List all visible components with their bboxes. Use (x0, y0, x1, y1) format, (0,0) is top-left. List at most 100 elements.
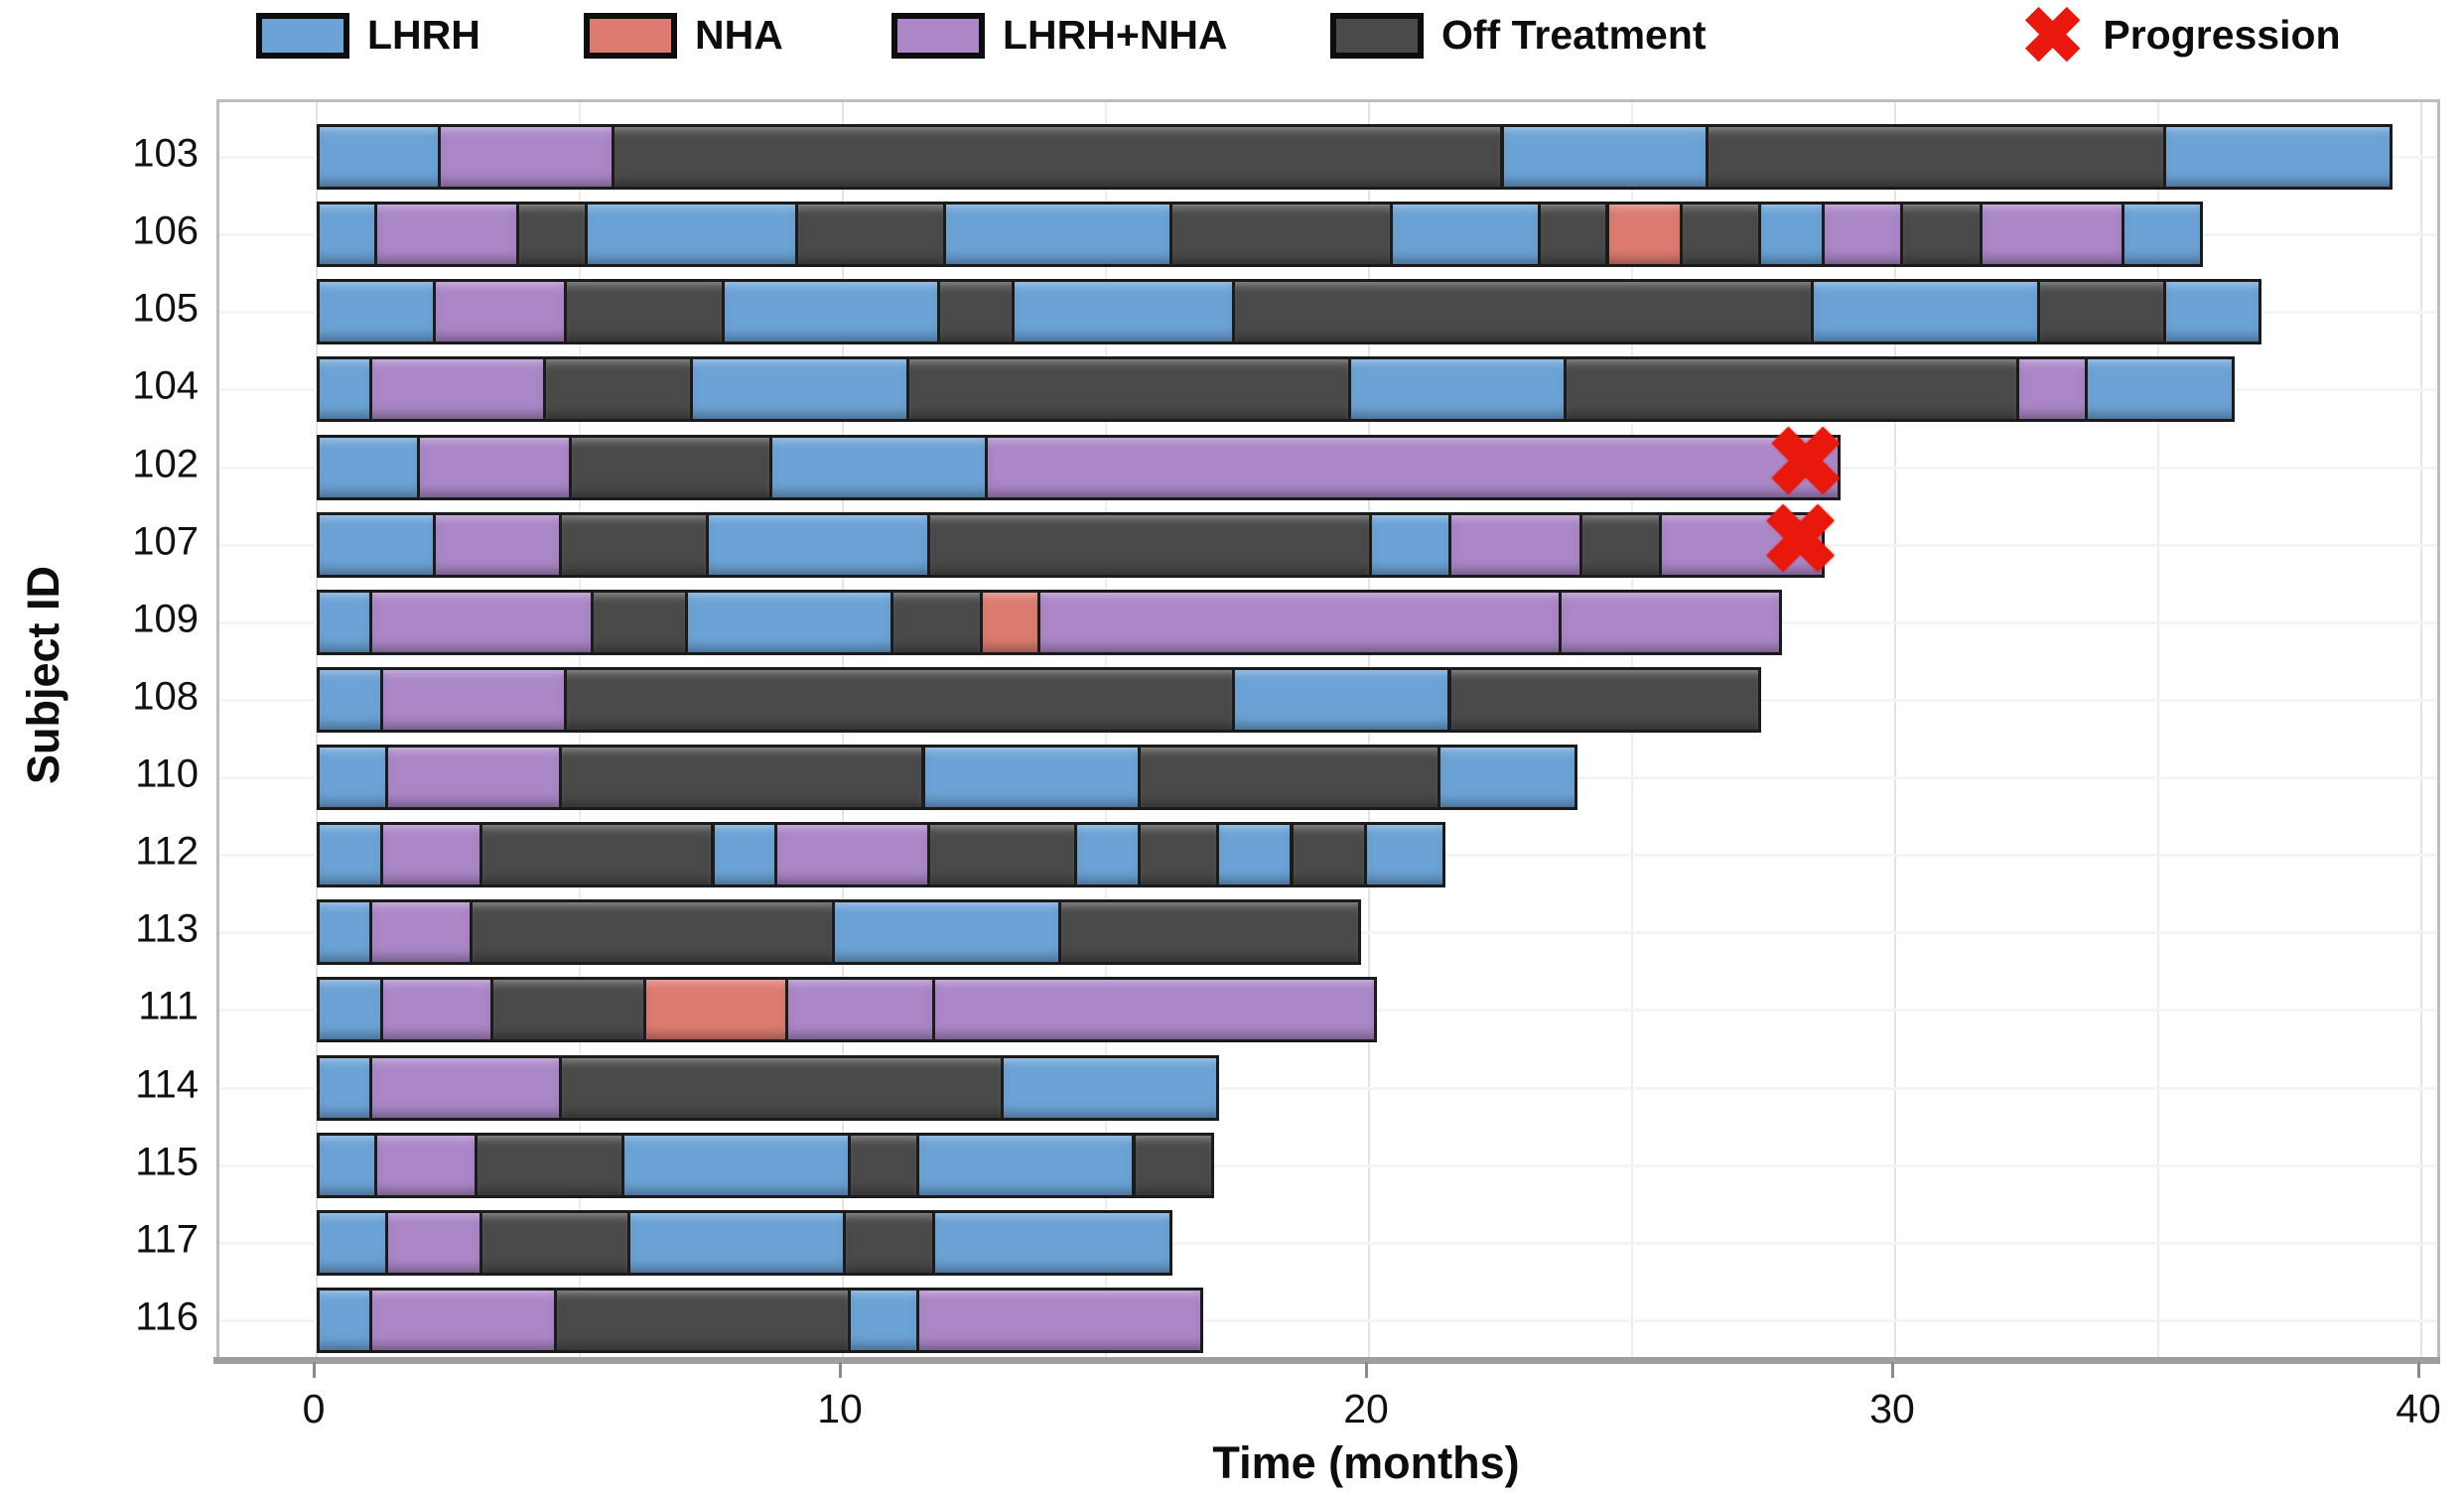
gridline-horizontal (219, 1318, 2437, 1322)
treatment-segment-lhrh (317, 124, 441, 190)
treatment-segment-lhrh-nha (369, 1054, 562, 1121)
subject-id-label: 103 (132, 131, 199, 176)
treatment-segment-lhrh (626, 1209, 846, 1276)
treatment-segment-lhrh-nha (1558, 589, 1783, 655)
treatment-segment-off-treatment (558, 745, 925, 811)
treatment-segment-lhrh (317, 745, 388, 811)
treatment-segment-off-treatment (569, 434, 772, 500)
legend-item-off-treatment: Off Treatment (1330, 12, 1707, 59)
treatment-segment-lhrh (921, 745, 1141, 811)
treatment-segment-lhrh-nha (784, 977, 936, 1043)
treatment-segment-off-treatment (558, 511, 710, 578)
treatment-segment-off-treatment (1706, 124, 2167, 190)
treatment-segment-lhrh (1437, 745, 1577, 811)
legend-swatch-icon (256, 12, 349, 59)
subject-id-label: 112 (135, 829, 199, 874)
treatment-segment-lhrh (317, 511, 436, 578)
treatment-segment-lhrh-nha (1447, 511, 1582, 578)
treatment-segment-off-treatment (475, 1132, 625, 1198)
treatment-segment-off-treatment (1900, 202, 1983, 268)
treatment-segment-nha (642, 977, 788, 1043)
treatment-segment-lhrh (848, 1287, 920, 1353)
treatment-segment-lhrh-nha (369, 899, 473, 966)
treatment-segment-lhrh (2163, 124, 2394, 190)
legend-item-progression: ✖ Progression (2020, 0, 2341, 74)
treatment-segment-lhrh-nha (1821, 202, 1904, 268)
treatment-segment-off-treatment (1579, 511, 1662, 578)
treatment-segment-lhrh (1363, 822, 1446, 888)
treatment-segment-lhrh (317, 1209, 388, 1276)
treatment-segment-lhrh-nha (432, 279, 568, 345)
treatment-segment-lhrh (317, 202, 378, 268)
treatment-segment-lhrh-nha (374, 1132, 478, 1198)
treatment-segment-off-treatment (1137, 822, 1220, 888)
treatment-segment-lhrh (317, 589, 372, 655)
subject-id-label: 117 (135, 1217, 199, 1262)
treatment-segment-lhrh (317, 822, 383, 888)
legend-swatch-icon (584, 12, 677, 59)
treatment-segment-lhrh (1232, 666, 1451, 733)
treatment-segment-off-treatment (479, 1209, 630, 1276)
treatment-segment-off-treatment (1058, 899, 1362, 966)
treatment-segment-lhrh-nha (379, 977, 493, 1043)
treatment-segment-lhrh (690, 356, 909, 423)
treatment-segment-lhrh (317, 1132, 378, 1198)
treatment-segment-nha (979, 589, 1041, 655)
treatment-segment-lhrh (317, 899, 372, 966)
treatment-segment-lhrh (317, 977, 383, 1043)
gridline-vertical (2157, 102, 2159, 1357)
treatment-segment-lhrh (1216, 822, 1294, 888)
subject-id-label: 104 (132, 363, 199, 408)
treatment-segment-lhrh-nha (379, 666, 568, 733)
subject-id-label: 108 (132, 674, 199, 719)
gridline-horizontal (219, 1241, 2437, 1245)
treatment-segment-off-treatment (489, 977, 646, 1043)
treatment-segment-lhrh-nha (932, 977, 1378, 1043)
treatment-segment-lhrh-nha (384, 745, 562, 811)
x-axis-title: Time (months) (1212, 1437, 1520, 1488)
treatment-segment-lhrh (317, 279, 436, 345)
gridline-vertical (1894, 102, 1896, 1357)
treatment-segment-off-treatment (890, 589, 983, 655)
treatment-segment-lhrh-nha (916, 1287, 1204, 1353)
x-tick-mark (2417, 1362, 2420, 1378)
gridline-horizontal (219, 1086, 2437, 1090)
subject-id-label: 109 (132, 597, 199, 641)
treatment-segment-off-treatment (795, 202, 946, 268)
treatment-segment-lhrh-nha (437, 124, 615, 190)
treatment-segment-lhrh (317, 1287, 372, 1353)
treatment-segment-off-treatment (2037, 279, 2167, 345)
progression-marker: ✖ (1760, 486, 1841, 594)
treatment-segment-off-treatment (905, 356, 1351, 423)
treatment-segment-lhrh (317, 1054, 372, 1121)
legend-item-nha: NHA (584, 12, 783, 59)
gridline-vertical (2420, 102, 2422, 1357)
treatment-segment-lhrh (1074, 822, 1141, 888)
subject-id-label: 102 (132, 442, 199, 486)
treatment-segment-off-treatment (1537, 202, 1609, 268)
subject-id-label: 107 (132, 519, 199, 564)
legend-item-label: LHRH+NHA (1003, 12, 1228, 58)
subject-id-label: 111 (138, 984, 199, 1028)
treatment-segment-lhrh (317, 434, 420, 500)
x-tick-label: 30 (1869, 1386, 1915, 1431)
treatment-segment-lhrh-nha (1037, 589, 1562, 655)
treatment-segment-lhrh (621, 1132, 852, 1198)
treatment-segment-off-treatment (1290, 822, 1367, 888)
subject-id-label: 106 (132, 208, 199, 253)
treatment-segment-nha (1605, 202, 1683, 268)
subject-id-label: 113 (135, 906, 199, 951)
treatment-segment-off-treatment (479, 822, 715, 888)
treatment-segment-lhrh (832, 899, 1062, 966)
subject-id-label: 110 (135, 751, 199, 796)
x-tick-label: 0 (302, 1386, 326, 1431)
treatment-segment-lhrh (942, 202, 1172, 268)
subject-id-label: 114 (135, 1062, 199, 1107)
treatment-segment-lhrh (2084, 356, 2236, 423)
treatment-segment-lhrh-nha (774, 822, 930, 888)
treatment-segment-lhrh (2163, 279, 2261, 345)
plot-panel: ✖ ✖ (216, 99, 2440, 1360)
treatment-segment-lhrh (1500, 124, 1710, 190)
treatment-segment-lhrh-nha (369, 1287, 557, 1353)
